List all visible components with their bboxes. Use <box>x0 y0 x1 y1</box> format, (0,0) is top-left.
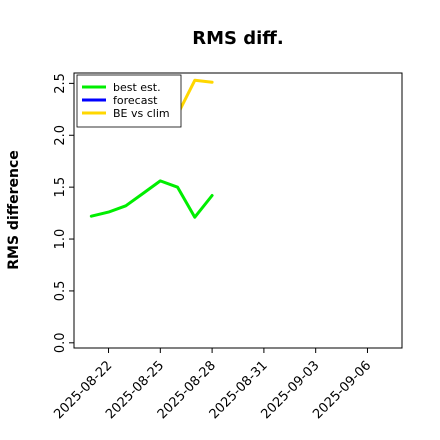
legend-label: best est. <box>113 81 161 94</box>
y-tick-label: 1.0 <box>53 229 68 250</box>
y-tick-label: 0.5 <box>53 281 68 302</box>
legend-label: forecast <box>113 94 158 107</box>
y-axis-ticks: 0.0 0.5 1.0 1.5 2.0 2.5 <box>53 73 74 353</box>
y-axis-label: RMS difference <box>6 150 22 270</box>
chart-title: RMS diff. <box>192 28 283 49</box>
y-tick-label: 2.5 <box>53 73 68 94</box>
legend-label: BE vs clim <box>113 107 170 120</box>
y-tick-label: 1.5 <box>53 177 68 198</box>
x-axis-ticks: 2025-08-222025-08-252025-08-282025-08-31… <box>51 348 374 422</box>
y-tick-label: 0.0 <box>53 332 68 353</box>
y-tick-label: 2.0 <box>53 125 68 146</box>
series-line-best-est- <box>89 179 214 219</box>
plot-area-frame <box>73 72 403 349</box>
